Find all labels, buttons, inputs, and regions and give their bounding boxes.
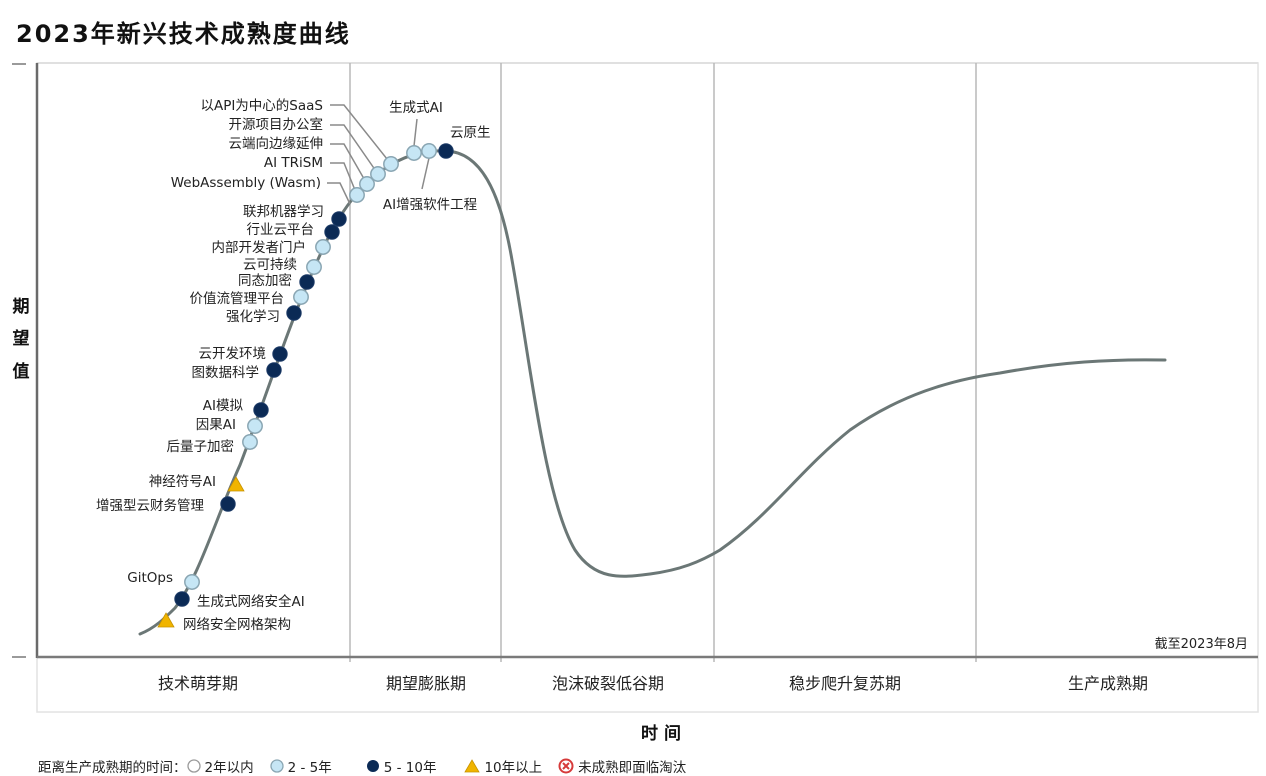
- light-circle-marker: [306, 259, 322, 275]
- point-label: 图数据科学: [192, 365, 260, 381]
- light-circle-marker: [383, 156, 399, 172]
- leader-line: [421, 157, 430, 190]
- point-label: 开源项目办公室: [229, 116, 324, 133]
- phase-dividers: [349, 63, 977, 662]
- point-label: 联邦机器学习: [243, 204, 324, 220]
- as-of-date: 截至2023年8月: [1155, 637, 1248, 652]
- phase-label: 稳步爬升复苏期: [789, 674, 901, 693]
- phase-label: 期望膨胀期: [386, 674, 466, 693]
- triangle-icon: [464, 759, 481, 773]
- circle-light-icon: [269, 759, 284, 773]
- point-label: AI模拟: [203, 398, 244, 414]
- light-circle-marker: [421, 143, 437, 159]
- point-label: 生成式网络安全AI: [197, 593, 305, 610]
- triangle-marker: [157, 612, 175, 628]
- point-label: 云可持续: [243, 257, 297, 273]
- point-label: 后量子加密: [167, 438, 235, 455]
- point-label: 云开发环境: [199, 346, 267, 362]
- dark-circle-marker: [266, 362, 282, 378]
- point-label: 云端向边缘延伸: [229, 136, 324, 152]
- legend-item-5-10-years: 5 - 10年: [366, 756, 436, 776]
- point-label: 网络安全网格架构: [183, 616, 291, 633]
- dark-circle-marker: [220, 496, 236, 512]
- legend: 距离生产成熟期的时间： 2年以内 2 - 5年 5 - 10年 10年以上 未成…: [38, 756, 702, 776]
- legend-item-obsolete: 未成熟即面临淘汰: [558, 756, 686, 776]
- y-axis-label-1: 期: [13, 297, 30, 317]
- dark-circle-marker: [438, 143, 454, 159]
- y-axis-label-2: 望: [13, 328, 30, 349]
- circle-dark-icon: [366, 760, 379, 772]
- point-label: AI TRiSM: [264, 155, 323, 171]
- markers: [157, 143, 454, 628]
- light-circle-marker: [293, 289, 309, 305]
- light-circle-marker: [349, 187, 365, 203]
- dark-circle-marker: [253, 402, 269, 418]
- phase-label: 泡沫破裂低谷期: [552, 674, 664, 693]
- leader-line: [330, 124, 379, 175]
- legend-item-over-10-years: 10年以上: [464, 756, 542, 776]
- point-label: 价值流管理平台: [190, 291, 285, 307]
- leader-line: [413, 118, 418, 147]
- point-label: 以API为中心的SaaS: [200, 98, 323, 114]
- point-label: 同态加密: [238, 272, 292, 289]
- point-label: 行业云平台: [247, 222, 315, 238]
- point-label: WebAssembly (Wasm): [171, 175, 321, 191]
- dark-circle-marker: [286, 305, 302, 321]
- light-circle-marker: [184, 574, 200, 590]
- leader-line: [330, 104, 392, 165]
- chart-title: 2023年新兴技术成熟度曲线: [16, 20, 351, 48]
- leader-line: [327, 182, 351, 205]
- legend-item-2-5-years: 2 - 5年: [269, 756, 332, 776]
- point-label: AI增强软件工程: [383, 197, 477, 213]
- point-label: 神经符号AI: [149, 474, 216, 490]
- point-label: 因果AI: [196, 417, 236, 433]
- phase-label: 生产成熟期: [1068, 674, 1148, 693]
- point-label: 生成式AI: [389, 100, 443, 116]
- point-label: GitOps: [127, 570, 173, 586]
- x-axis-label: 时 间: [641, 723, 681, 744]
- light-circle-marker: [315, 239, 331, 255]
- y-axis-label-3: 值: [13, 361, 30, 382]
- light-circle-marker: [242, 434, 258, 450]
- legend-prefix: 距离生产成熟期的时间：: [38, 760, 187, 776]
- leader-lines: [327, 104, 430, 205]
- dark-circle-marker: [299, 274, 315, 290]
- triangle-marker: [227, 476, 245, 492]
- point-label: 云原生: [450, 125, 491, 141]
- x-circle-icon: [558, 758, 574, 774]
- leader-line: [330, 143, 368, 185]
- leader-line: [330, 162, 358, 196]
- point-label: 内部开发者门户: [212, 239, 307, 256]
- light-circle-marker: [247, 418, 263, 434]
- light-circle-marker: [406, 145, 422, 161]
- point-label: 增强型云财务管理: [96, 498, 204, 514]
- phase-labels: 技术萌芽期 期望膨胀期 泡沫破裂低谷期 稳步爬升复苏期 生产成熟期: [158, 674, 1148, 693]
- dark-circle-marker: [272, 346, 288, 362]
- legend-item-under-2-years: 2年以内: [186, 756, 254, 776]
- circle-white-icon: [186, 759, 201, 773]
- dark-circle-marker: [324, 224, 340, 240]
- phase-label: 技术萌芽期: [158, 674, 238, 693]
- light-circle-marker: [370, 166, 386, 182]
- dark-circle-marker: [331, 211, 347, 227]
- dark-circle-marker: [174, 591, 190, 607]
- light-circle-marker: [359, 176, 375, 192]
- point-label: 强化学习: [226, 309, 280, 325]
- plot-frame: [36, 62, 1259, 713]
